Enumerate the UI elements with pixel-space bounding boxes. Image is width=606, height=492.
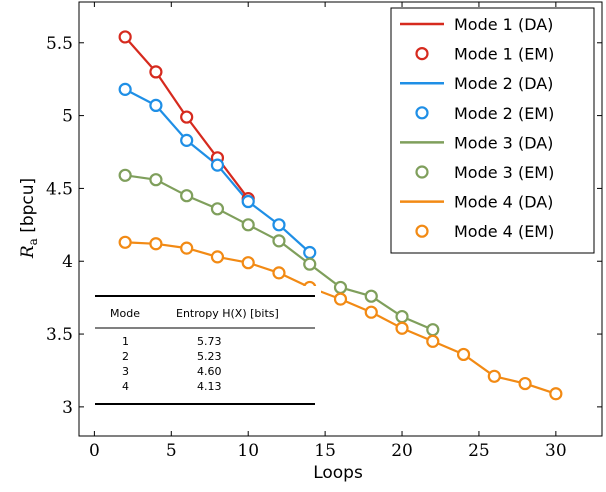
y-axis-label: Ra [bpcu] [18, 178, 40, 259]
legend-label-mode-3-da: Mode 3 (DA) [454, 133, 553, 152]
y-tick-label: 4.5 [46, 179, 73, 199]
legend-label-mode-2-da: Mode 2 (DA) [454, 74, 553, 93]
data-point-mode-4 [549, 387, 563, 401]
data-point-mode-3 [118, 168, 132, 182]
x-tick-label: 30 [545, 441, 567, 461]
table-header-entropy: Entropy H(X) [bits] [176, 307, 279, 320]
legend-label-mode-3-em: Mode 3 (EM) [454, 163, 554, 182]
x-tick-label: 25 [468, 441, 490, 461]
table-row-1-mode: 1 [122, 335, 129, 348]
data-point-mode-3 [426, 323, 440, 337]
legend-entries: Mode 1 (DA) Mode 1 (EM) Mode 2 (DA) Mode 2 … [400, 15, 554, 241]
x-axis-label: Loops [313, 463, 363, 483]
data-point-mode-3 [210, 202, 225, 216]
y-axis-label-unit: [bpcu] [18, 178, 38, 238]
data-point-mode-3 [333, 280, 348, 295]
data-point-mode-4 [518, 376, 532, 391]
legend-marker-mode-4 [415, 224, 429, 238]
data-point-mode-4 [180, 241, 194, 255]
table-row-4-entropy: 4.13 [197, 380, 222, 393]
x-tick-label: 5 [166, 441, 177, 461]
x-tick-label: 15 [314, 441, 336, 461]
data-point-mode-4 [118, 235, 132, 249]
data-point-mode-3 [395, 309, 409, 324]
y-tick-label: 3 [62, 398, 73, 418]
entropy-table: Mode Entropy H(X) [bits] 1 5.73 2 5.23 3… [91, 286, 321, 408]
data-point-mode-4 [210, 250, 225, 264]
entropy-table-background [91, 286, 321, 408]
legend-label-mode-4-da: Mode 4 (DA) [454, 193, 553, 212]
data-point-mode-2 [272, 218, 286, 232]
data-point-mode-4 [487, 369, 501, 383]
y-tick-label: 4 [62, 252, 73, 272]
y-tick-label: 5 [62, 107, 73, 127]
data-point-mode-2 [303, 245, 317, 260]
data-point-mode-2 [210, 158, 225, 172]
data-point-mode-4 [456, 347, 471, 362]
x-tick-label: 0 [89, 441, 100, 461]
legend-marker-mode-3 [415, 165, 429, 179]
y-axis-label-symbol: R [18, 245, 38, 259]
svg-text:Ra [bpcu]: Ra [bpcu] [18, 178, 40, 259]
ticks: 0 5 10 15 20 25 30 3 3.5 4 4.5 5 5.5 [46, 2, 602, 461]
legend-label-mode-2-em: Mode 2 (EM) [454, 104, 554, 123]
table-row-2-mode: 2 [122, 350, 129, 363]
x-tick-label: 10 [237, 441, 259, 461]
y-tick-label: 3.5 [46, 325, 73, 345]
table-row-3-entropy: 4.60 [197, 365, 222, 378]
data-point-mode-4 [395, 321, 409, 335]
data-point-mode-3 [272, 234, 286, 248]
data-point-mode-3 [241, 218, 255, 232]
data-point-mode-4 [149, 237, 163, 251]
data-point-mode-2 [118, 82, 132, 96]
data-point-mode-2 [241, 194, 255, 209]
data-point-mode-4 [364, 305, 378, 319]
y-tick-label: 5.5 [46, 34, 73, 54]
legend-label-mode-1-em: Mode 1 (EM) [454, 45, 554, 64]
table-header-mode: Mode [110, 307, 140, 320]
data-point-mode-3 [180, 189, 194, 203]
data-point-mode-1 [118, 30, 132, 44]
data-point-mode-4 [241, 256, 255, 270]
data-point-mode-1 [149, 65, 163, 79]
data-point-mode-4 [333, 292, 348, 306]
data-point-mode-1 [180, 110, 194, 124]
data-point-mode-3 [364, 289, 378, 303]
data-point-mode-3 [149, 173, 163, 187]
y-axis-label-subscript: a [26, 238, 40, 245]
data-point-mode-4 [272, 266, 286, 280]
table-row-4-mode: 4 [122, 380, 129, 393]
plot-frame [78, 1, 603, 437]
data-point-mode-2 [180, 133, 194, 147]
table-row-1-entropy: 5.73 [197, 335, 222, 348]
table-row-3-mode: 3 [122, 365, 129, 378]
legend-marker-mode-2 [415, 106, 429, 120]
plot-series [118, 30, 563, 401]
table-row-2-entropy: 5.23 [197, 350, 222, 363]
legend-marker-mode-1 [415, 46, 429, 61]
data-point-mode-2 [149, 98, 163, 113]
legend-label-mode-1-da: Mode 1 (DA) [454, 15, 553, 34]
x-tick-label: 20 [391, 441, 413, 461]
legend: Mode 1 (DA) Mode 1 (EM) Mode 2 (DA) Mode 2 … [390, 7, 595, 254]
data-point-mode-4 [426, 334, 440, 348]
data-point-mode-3 [303, 257, 317, 271]
legend-label-mode-4-em: Mode 4 (EM) [454, 222, 554, 241]
